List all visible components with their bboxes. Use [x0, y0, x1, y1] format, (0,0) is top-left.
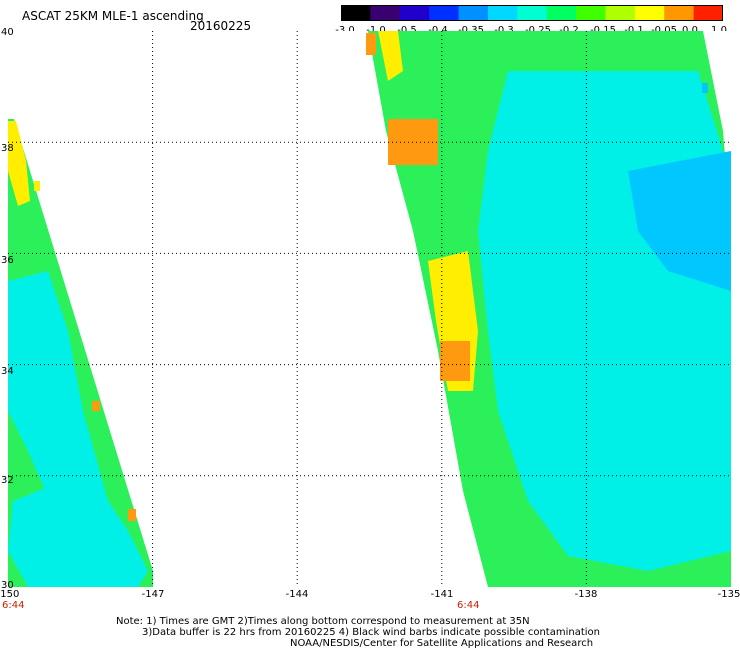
- scale-tick: -3.0: [335, 25, 355, 36]
- pass-time-label: 6:44: [2, 600, 25, 611]
- scale-segment: [458, 5, 489, 21]
- scale-segment: [370, 5, 401, 21]
- scale-segment: [517, 5, 548, 21]
- scale-segment: [429, 5, 460, 21]
- color-scale-bar: [341, 5, 723, 21]
- scale-segment: [693, 5, 723, 21]
- footer-note-line2: 3)Data buffer is 22 hrs from 20160225 4)…: [142, 627, 600, 638]
- lat-label: 36: [1, 255, 14, 266]
- lon-label: -144: [285, 589, 309, 600]
- right-swath-cell: [702, 83, 708, 93]
- satellite-swaths: [8, 31, 731, 587]
- scale-segment: [576, 5, 606, 21]
- scale-tick: 0.0: [682, 25, 698, 36]
- left-swath-region: [8, 121, 30, 206]
- scale-tick: -0.25: [525, 25, 551, 36]
- scale-tick: -0.2: [559, 25, 579, 36]
- lat-lon-grid: [8, 31, 731, 587]
- scale-segment: [399, 5, 430, 21]
- left-swath-region: [8, 271, 108, 531]
- right-swath-region: [378, 31, 403, 81]
- lat-label: 38: [1, 143, 14, 154]
- lon-label: -138: [574, 589, 598, 600]
- map-date: 20160225: [190, 19, 252, 33]
- scale-tick: -0.05: [651, 25, 677, 36]
- pass-time-label: 6:44: [457, 600, 480, 611]
- scale-tick: -0.3: [494, 25, 514, 36]
- scale-tick: -0.5: [397, 25, 417, 36]
- scale-segment: [605, 5, 636, 21]
- lat-label: 32: [1, 475, 14, 486]
- lat-label: 34: [1, 366, 14, 377]
- lon-label: -141: [430, 589, 454, 600]
- scale-segment: [487, 5, 518, 21]
- scale-segment: [341, 5, 371, 21]
- lat-label: 30: [1, 580, 14, 591]
- scale-tick: -1.0: [366, 25, 386, 36]
- scale-tick: -0.35: [458, 25, 484, 36]
- scale-tick: 1.0: [711, 25, 727, 36]
- scale-tick: -0.15: [590, 25, 616, 36]
- right-swath-cell: [366, 33, 376, 55]
- map-title: ASCAT 25KM MLE-1 ascending: [22, 9, 204, 23]
- scale-segment: [546, 5, 577, 21]
- footer-note-line1: Note: 1) Times are GMT 2)Times along bot…: [116, 616, 530, 627]
- lat-label: 40: [1, 27, 14, 38]
- footer-credit: NOAA/NESDIS/Center for Satellite Applica…: [290, 638, 594, 649]
- lon-label: -150: [0, 589, 20, 600]
- scale-segment: [664, 5, 695, 21]
- scale-border: [341, 5, 723, 21]
- wind-map-plot: [8, 31, 731, 587]
- left-swath-region: [8, 471, 148, 587]
- scale-tick: -0.1: [624, 25, 644, 36]
- left-swath-cell: [128, 509, 136, 521]
- scale-tick: -0.4: [428, 25, 448, 36]
- right-swath-region: [628, 151, 731, 291]
- lon-label: -135: [717, 589, 740, 600]
- left-swath-cell: [92, 401, 100, 411]
- lon-label: -147: [141, 589, 165, 600]
- left-swath-cell: [34, 181, 40, 191]
- scale-segment: [634, 5, 665, 21]
- right-swath-cell: [440, 341, 470, 381]
